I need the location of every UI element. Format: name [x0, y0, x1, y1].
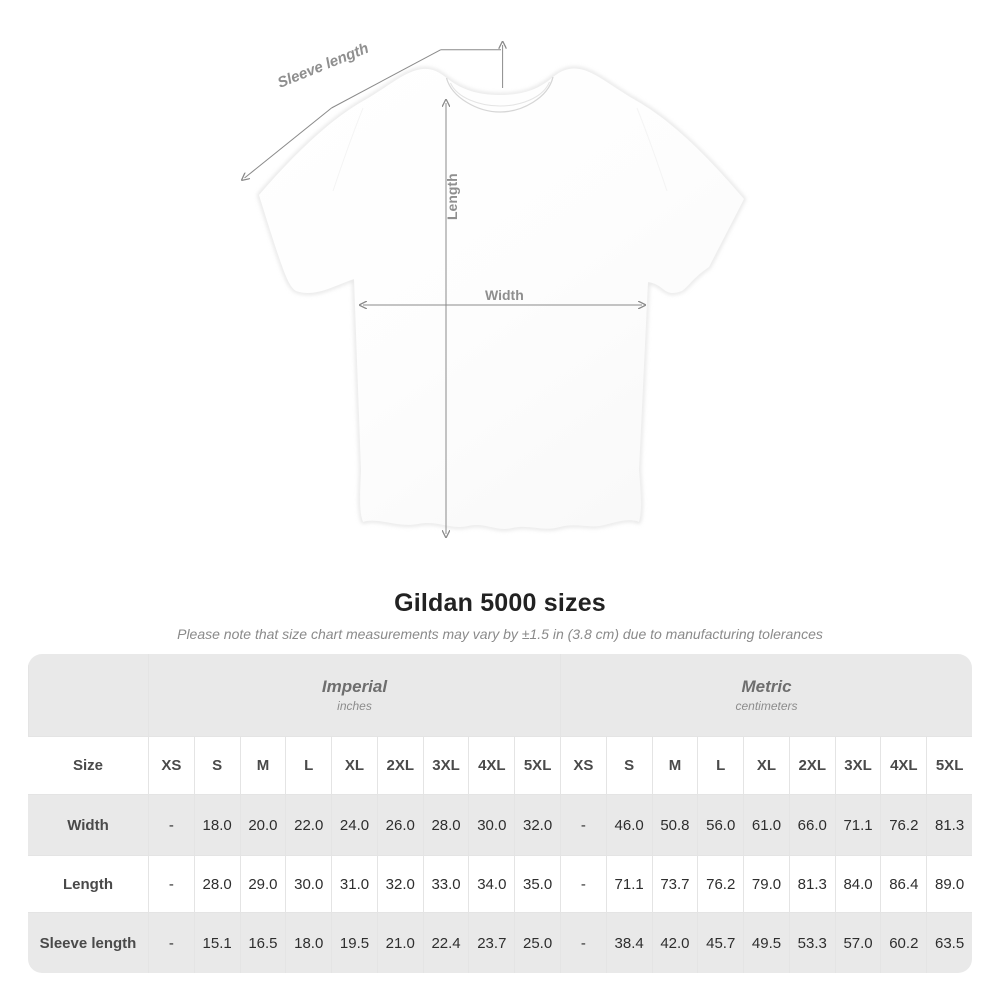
svg-text:Sleeve length: Sleeve length: [275, 40, 371, 92]
svg-text:Length: Length: [444, 173, 460, 220]
svg-text:Width: Width: [485, 287, 524, 303]
